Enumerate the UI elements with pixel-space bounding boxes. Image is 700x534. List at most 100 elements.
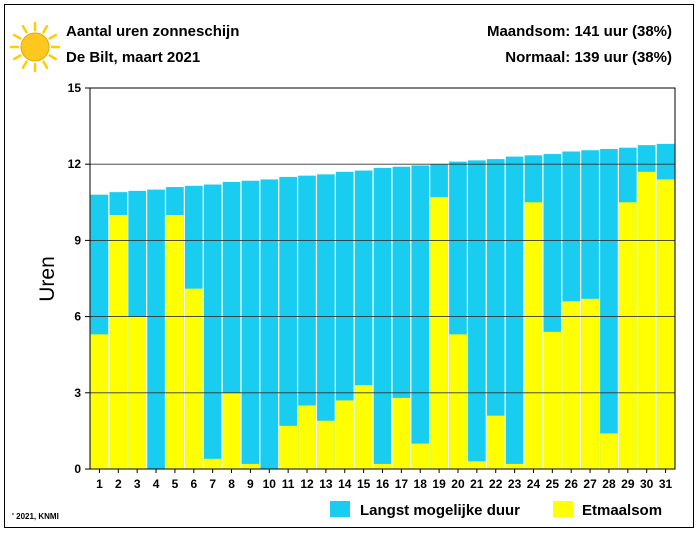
- bar-max-day-18: [411, 165, 430, 469]
- bars-layer: [90, 143, 675, 470]
- x-tick-label-7: 7: [209, 477, 216, 491]
- bar-max-day-11: [279, 176, 297, 469]
- bar-actual-day-15: [354, 385, 373, 469]
- bar-max-day-28: [600, 148, 618, 469]
- bar-max-day-17: [392, 166, 411, 470]
- x-tick-label-10: 10: [263, 477, 277, 491]
- sun-ray: [48, 33, 58, 40]
- bar-actual-day-5: [166, 215, 184, 469]
- bar-actual-day-19: [430, 197, 448, 469]
- x-tick-label-5: 5: [172, 477, 179, 491]
- x-tick-label-20: 20: [451, 477, 465, 491]
- x-tick-label-6: 6: [190, 477, 197, 491]
- month-sum-label: Maandsom: 141 uur (38%): [487, 23, 672, 40]
- bar-max-day-10: [260, 179, 279, 469]
- bar-actual-day-9: [241, 463, 260, 469]
- bar-actual-day-8: [222, 392, 241, 469]
- bar-actual-day-11: [279, 425, 297, 469]
- y-tick-label-0: 0: [74, 462, 81, 476]
- bar-actual-day-29: [618, 202, 637, 470]
- sun-ray: [12, 54, 22, 61]
- bar-max-day-21: [468, 160, 486, 469]
- bar-max-day-7: [203, 184, 222, 469]
- chart-title: Aantal uren zonneschijn: [66, 23, 239, 40]
- bar-actual-day-21: [468, 461, 486, 469]
- bar-actual-day-12: [298, 405, 316, 469]
- copyright-text: ' 2021, KNMI: [12, 512, 59, 521]
- legend-label-actual: Etmaalsom: [582, 502, 662, 519]
- bar-actual-day-17: [392, 397, 411, 469]
- bar-max-day-12: [298, 175, 316, 469]
- x-tick-label-9: 9: [247, 477, 254, 491]
- x-tick-label-11: 11: [282, 477, 295, 491]
- x-ticks: 1 2 3 4 5 6 7 8 9 10 11 12 13 14 15 16 17 18 19 20 21 22 23 24 2…: [96, 469, 673, 491]
- bar-max-day-9: [241, 180, 260, 469]
- sun-ray: [12, 33, 22, 40]
- x-tick-label-27: 27: [583, 477, 597, 491]
- y-tick-label-15: 15: [68, 81, 82, 95]
- bar-actual-day-27: [581, 298, 599, 469]
- x-tick-label-17: 17: [395, 477, 409, 491]
- x-tick-label-31: 31: [659, 477, 673, 491]
- x-tick-label-30: 30: [640, 477, 654, 491]
- x-tick-label-1: 1: [96, 477, 103, 491]
- y-ticks: 0 3 6 9 12 15: [68, 81, 90, 476]
- bar-actual-day-1: [90, 334, 109, 469]
- bar-max-day-14: [335, 171, 354, 469]
- legend-swatch-max: [330, 501, 350, 517]
- y-tick-label-12: 12: [68, 157, 82, 171]
- y-axis-label: Uren: [36, 256, 59, 302]
- x-tick-label-29: 29: [621, 477, 635, 491]
- bar-max-day-4: [147, 189, 165, 469]
- x-tick-label-21: 21: [470, 477, 484, 491]
- x-tick-label-26: 26: [565, 477, 579, 491]
- bar-max-day-16: [373, 168, 392, 469]
- bar-actual-day-14: [335, 400, 354, 469]
- x-tick-label-24: 24: [527, 477, 541, 491]
- bar-max-day-22: [486, 159, 505, 469]
- y-tick-label-9: 9: [74, 233, 81, 247]
- y-tick-label-3: 3: [74, 386, 81, 400]
- chart-subtitle: De Bilt, maart 2021: [66, 49, 200, 66]
- bar-actual-day-26: [562, 301, 581, 469]
- x-tick-label-3: 3: [134, 477, 141, 491]
- x-tick-label-8: 8: [228, 477, 235, 491]
- bar-actual-day-16: [373, 463, 392, 469]
- grid-layer: [90, 163, 675, 394]
- sun-ray: [42, 60, 49, 70]
- sun-ray: [48, 54, 58, 61]
- bar-max-day-23: [505, 156, 524, 469]
- bar-actual-day-6: [184, 288, 203, 469]
- x-tick-label-23: 23: [508, 477, 522, 491]
- bar-actual-day-30: [637, 171, 656, 469]
- bar-actual-day-23: [505, 463, 524, 469]
- x-tick-label-19: 19: [432, 477, 446, 491]
- bar-actual-day-22: [486, 415, 505, 469]
- bar-actual-day-28: [600, 433, 618, 469]
- x-tick-label-4: 4: [153, 477, 160, 491]
- x-tick-label-28: 28: [602, 477, 616, 491]
- bar-actual-day-24: [524, 202, 543, 470]
- x-tick-label-25: 25: [546, 477, 560, 491]
- bar-max-day-13: [317, 174, 335, 470]
- bar-actual-day-31: [656, 179, 675, 469]
- x-tick-label-16: 16: [376, 477, 390, 491]
- bar-actual-day-7: [203, 458, 222, 469]
- sun-icon: [9, 21, 61, 73]
- x-tick-label-13: 13: [319, 477, 333, 491]
- legend-swatch-actual: [553, 501, 573, 517]
- x-tick-label-2: 2: [115, 477, 122, 491]
- sun-ray: [42, 24, 49, 34]
- x-tick-label-14: 14: [338, 477, 352, 491]
- legend: Langst mogelijke duur Etmaalsom: [330, 501, 662, 519]
- y-tick-label-6: 6: [74, 310, 81, 324]
- x-tick-label-18: 18: [414, 477, 428, 491]
- x-tick-label-12: 12: [300, 477, 314, 491]
- bar-actual-day-25: [543, 331, 562, 469]
- bar-actual-day-2: [109, 215, 128, 469]
- bar-actual-day-13: [317, 420, 335, 469]
- sun-ray: [21, 60, 28, 70]
- sun-disc: [20, 32, 50, 62]
- bar-actual-day-18: [411, 443, 430, 469]
